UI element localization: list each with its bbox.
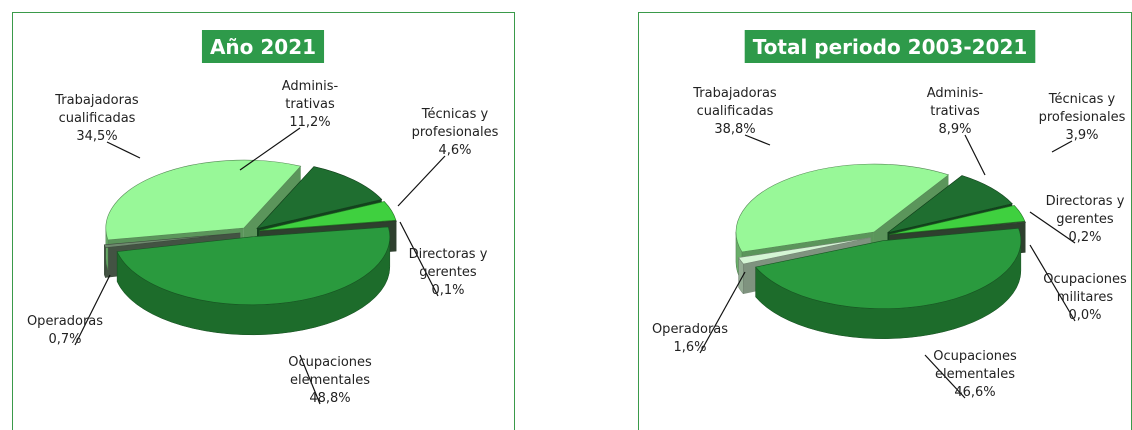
slice-value-label: 48,8%: [309, 391, 350, 406]
slice: [887, 175, 1013, 234]
slice: [889, 221, 1026, 236]
slice-value-label: 4,6%: [438, 143, 471, 158]
chart-title: Total periodo 2003-2021: [753, 35, 1028, 59]
slice: [259, 220, 397, 232]
slice-label: elementales: [290, 373, 370, 388]
slice-label: Trabajadoras: [692, 86, 777, 101]
slice-value-label: 0,1%: [431, 283, 464, 298]
slice: [116, 226, 391, 306]
slice-label: Operadoras: [27, 314, 103, 329]
slice-label: cualificadas: [697, 104, 774, 119]
leader-line: [74, 274, 111, 346]
leader-line: [397, 155, 446, 207]
slice-label: elementales: [935, 367, 1015, 382]
slice-label: Ocupaciones: [288, 355, 372, 370]
leader-line: [106, 141, 141, 159]
slice: [259, 201, 397, 231]
slice-label: profesionales: [412, 125, 499, 140]
slice-label: cualificadas: [59, 111, 136, 126]
slice-walls: [735, 232, 1022, 339]
slice: [755, 227, 1022, 310]
slice-label: Directoras y: [409, 247, 488, 262]
slice-label: Directoras y: [1046, 194, 1125, 209]
leader-line: [299, 354, 321, 405]
slice-value-label: 0,2%: [1068, 230, 1101, 245]
slice-tops: [103, 159, 397, 306]
chart-title: Año 2021: [210, 35, 316, 59]
slice: [105, 159, 302, 241]
slice-label: Técnicas y: [421, 107, 489, 122]
slice-value-label: 1,6%: [673, 340, 706, 355]
title-box: [201, 30, 325, 63]
slice-label: Operadoras: [652, 322, 728, 337]
leader-line: [1029, 244, 1076, 322]
slice-value-label: 0,7%: [48, 332, 81, 347]
slice-label: trativas: [285, 97, 335, 112]
slice-value-label: 0,0%: [1068, 308, 1101, 323]
slice-value-label: 38,8%: [714, 122, 755, 137]
slice-label: Trabajadoras: [54, 93, 139, 108]
slice-value-label: 11,2%: [289, 115, 330, 130]
slice-label: trativas: [930, 104, 980, 119]
slice: [256, 166, 383, 229]
slice-label: militares: [1057, 290, 1114, 305]
slice-side: [104, 244, 106, 278]
slice: [103, 232, 241, 249]
slice-label: gerentes: [1056, 212, 1114, 227]
slice-value-label: 46,6%: [954, 385, 995, 400]
slice-label: Ocupaciones: [933, 349, 1017, 364]
leader-line: [744, 134, 771, 146]
slice-label: profesionales: [1039, 110, 1126, 125]
slice-value-label: 34,5%: [76, 129, 117, 144]
slice-label: gerentes: [419, 265, 477, 280]
slice-tops: [735, 163, 1026, 310]
leader-line: [239, 127, 301, 171]
slice-label: Ocupaciones: [1043, 272, 1127, 287]
slice: [738, 237, 871, 265]
slice-value-label: 3,9%: [1065, 128, 1098, 143]
slice-label: Adminis-: [282, 79, 339, 94]
slice: [735, 163, 950, 253]
leader-line: [964, 134, 986, 176]
title-box: [744, 30, 1036, 63]
leader-line: [1051, 140, 1073, 153]
chart-panel: [12, 12, 515, 430]
leader-line: [1029, 211, 1076, 244]
slice-value-label: 8,9%: [938, 122, 971, 137]
slice-label: Adminis-: [927, 86, 984, 101]
leader-line: [699, 271, 746, 354]
leader-line: [399, 221, 439, 297]
slice-label: Técnicas y: [1048, 92, 1116, 107]
slice: [889, 205, 1026, 235]
leader-line: [924, 354, 966, 399]
